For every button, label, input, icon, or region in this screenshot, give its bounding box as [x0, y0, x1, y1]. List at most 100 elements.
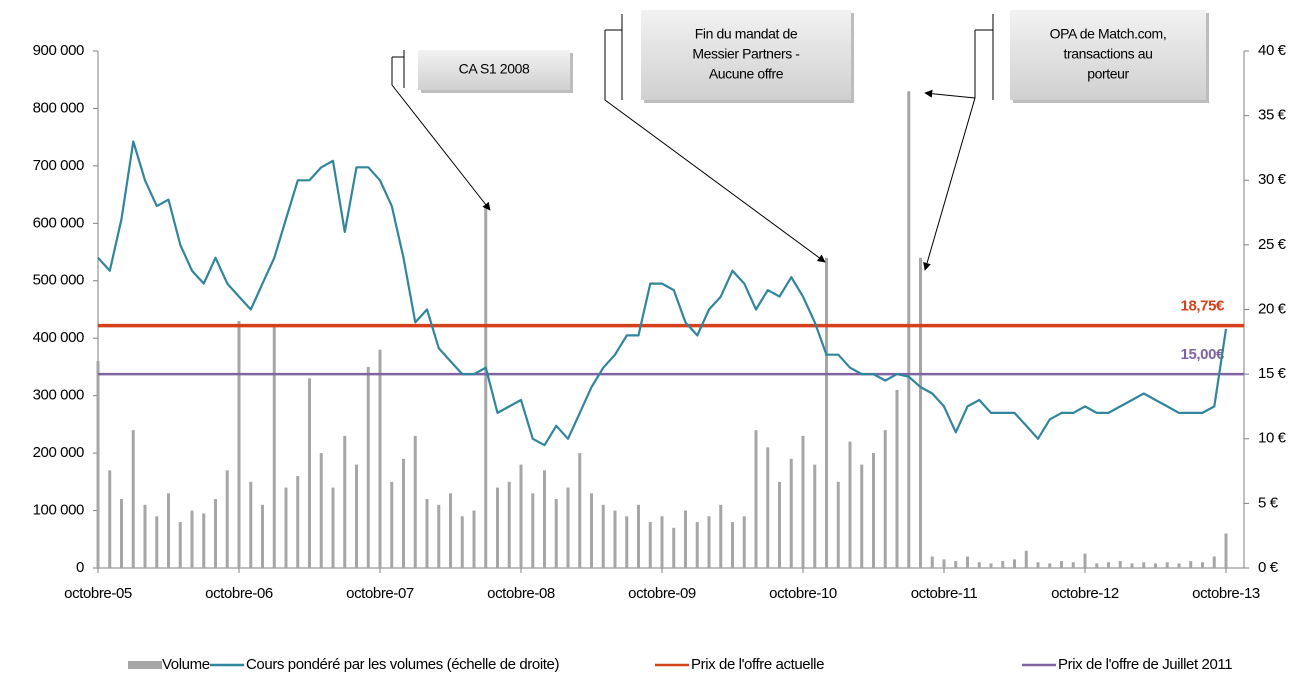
- annotation-text: Aucune offre: [709, 66, 784, 82]
- annotation-bracket: [392, 50, 405, 88]
- annotation: CA S1 2008: [418, 50, 573, 93]
- volume-bar: [1024, 550, 1028, 568]
- volume-bar: [778, 481, 781, 568]
- volume-bar: [695, 522, 699, 568]
- volume-bar: [1118, 561, 1122, 568]
- volume-bar: [484, 206, 488, 568]
- volume-bar: [1107, 562, 1110, 568]
- y-tick-label: 400 000: [33, 329, 84, 346]
- volume-bar: [566, 487, 570, 568]
- volume-bar: [249, 481, 253, 568]
- annotation-text: porteur: [1087, 66, 1129, 82]
- y-tick-label: 900 000: [33, 42, 84, 59]
- y-tick-label: 700 000: [33, 157, 84, 174]
- volume-bar: [507, 481, 511, 568]
- volume-bar: [590, 493, 593, 568]
- volume-bar: [637, 504, 640, 568]
- volume-bar: [954, 561, 958, 568]
- y2-tick-label: 10 €: [1258, 430, 1287, 447]
- volume-bar: [601, 504, 605, 568]
- volume-bar: [1060, 561, 1063, 568]
- volume-bar: [1212, 556, 1216, 568]
- volume-bar: [554, 499, 558, 568]
- x-tick-label: octobre-11: [911, 585, 978, 602]
- volume-bar: [131, 430, 135, 568]
- volume-bar: [613, 510, 617, 568]
- volume-bar: [801, 435, 805, 568]
- volume-bar: [543, 470, 546, 568]
- y-tick-label: 800 000: [33, 99, 84, 116]
- price-line: [97, 140, 1228, 447]
- volume-bar: [707, 516, 711, 568]
- volume-bar: [754, 430, 758, 568]
- volume-bar: [883, 430, 887, 568]
- legend-label: Cours pondéré par les volumes (échelle d…: [246, 656, 559, 673]
- volume-bar: [202, 513, 206, 568]
- legend-label: Volume: [162, 656, 210, 673]
- annotation-text: CA S1 2008: [459, 61, 530, 77]
- volume-bar: [284, 487, 288, 568]
- volume-bar: [848, 441, 852, 568]
- x-tick-label: octobre-08: [487, 585, 555, 602]
- annotation-arrow: [923, 30, 976, 271]
- volume-bar: [190, 510, 194, 568]
- annotation-box: [418, 50, 570, 90]
- annotation-text: transactions au: [1064, 46, 1153, 62]
- volume-bar: [672, 527, 676, 568]
- volume-bar: [813, 464, 817, 568]
- volume-bar: [660, 516, 664, 568]
- legend-label: Prix de l'offre actuelle: [691, 656, 824, 673]
- volume-bar: [296, 476, 300, 568]
- y2-tick-label: 5 €: [1258, 494, 1279, 511]
- volume-bar: [1142, 562, 1146, 568]
- volume-bar: [731, 522, 734, 568]
- x-tick-label: octobre-07: [346, 585, 414, 602]
- annotation-arrow: [391, 57, 491, 211]
- volume-bar: [1001, 561, 1005, 568]
- volume-bar: [1071, 562, 1075, 568]
- y2-tick-label: 30 €: [1258, 171, 1287, 188]
- volume-bar: [449, 493, 452, 568]
- annotation-arrow: [604, 30, 826, 263]
- y-tick-label: 0: [76, 559, 84, 576]
- legend-swatch: [128, 661, 162, 669]
- volume-bar: [402, 458, 405, 568]
- volume-bar: [648, 522, 652, 568]
- x-tick-label: octobre-13: [1192, 585, 1260, 602]
- annotation-bracket: [605, 14, 623, 100]
- reference-label: 15,00€: [1181, 346, 1226, 363]
- y2-tick-label: 40 €: [1258, 42, 1287, 59]
- volume-bar: [167, 493, 170, 568]
- volume-bar: [343, 435, 347, 568]
- volume-bar: [331, 487, 335, 568]
- volume-bar: [1083, 553, 1087, 568]
- annotation-arrow: [924, 89, 976, 99]
- volume-bar: [977, 562, 981, 568]
- volume-bar: [378, 349, 382, 568]
- volume-bar: [836, 481, 840, 568]
- x-tick-label: octobre-09: [628, 585, 696, 602]
- volume-bar: [214, 499, 217, 568]
- x-tick-label: octobre-06: [205, 585, 273, 602]
- annotation: Fin du mandat de Messier Partners - Aucune…: [641, 10, 854, 103]
- x-tick-label: octobre-10: [769, 585, 837, 602]
- x-tick-label: octobre-05: [64, 585, 132, 602]
- annotation: OPA de Match.com, transactions au porteur: [1010, 10, 1209, 103]
- volume-bar: [120, 499, 123, 568]
- volume-bar: [860, 464, 864, 568]
- volume-bar: [684, 510, 687, 568]
- volume-bar: [413, 435, 417, 568]
- y2-tick-label: 35 €: [1258, 107, 1287, 124]
- volume-bar: [1201, 562, 1204, 568]
- volume-bar: [319, 453, 323, 568]
- reference-label: 18,75€: [1181, 298, 1226, 315]
- annotation-box: [641, 10, 851, 100]
- volume-bar: [237, 320, 241, 568]
- y2-tick-label: 0 €: [1258, 559, 1279, 576]
- volume-bar: [108, 470, 112, 568]
- volume-bar: [1177, 563, 1181, 568]
- volume-bar: [966, 556, 969, 568]
- volume-bar: [437, 504, 441, 568]
- volume-bar: [155, 516, 159, 568]
